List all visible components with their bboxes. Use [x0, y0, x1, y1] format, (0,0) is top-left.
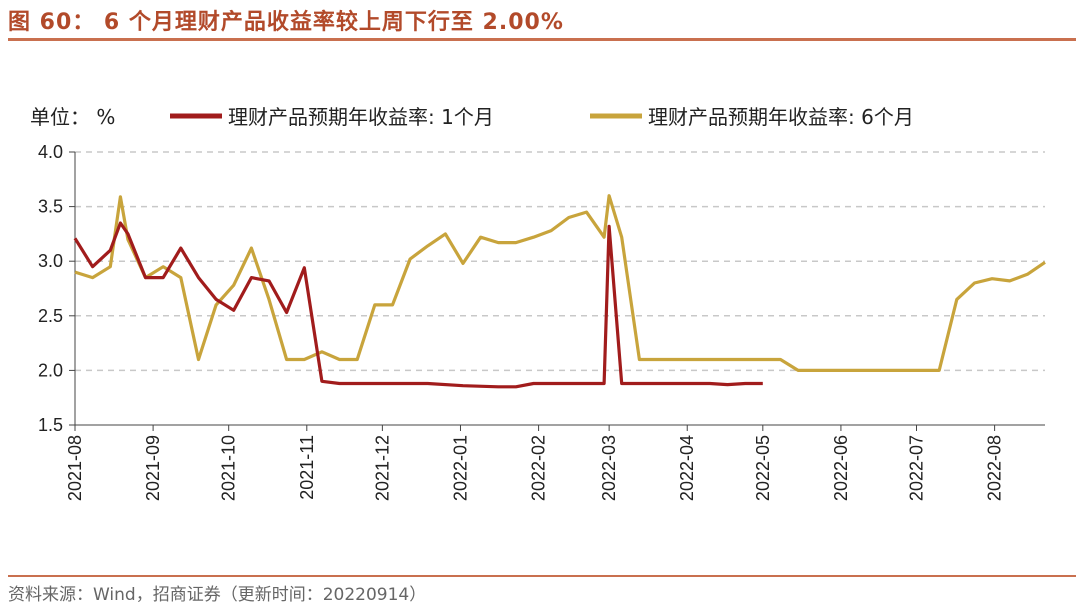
x-tick-label: 2022-08	[985, 435, 1005, 501]
y-tick-label: 2.0	[38, 360, 63, 380]
x-tick-label: 2021-12	[372, 435, 392, 501]
figure-title: 图 60： 6 个月理财产品收益率较上周下行至 2.00%	[8, 10, 564, 35]
legend-label-6m: 理财产品预期年收益率: 6个月	[648, 105, 914, 129]
legend-label-1m: 理财产品预期年收益率: 1个月	[228, 105, 494, 129]
x-tick-labels: 2021-08 2021-09 2021-10 2021-11 2021-12 2022-…	[65, 435, 1005, 501]
x-tick-label: 2022-05	[753, 435, 773, 501]
x-tick-label: 2022-07	[907, 435, 927, 501]
x-tick-label: 2021-08	[65, 435, 85, 501]
x-tick-label: 2022-06	[831, 435, 851, 501]
y-tick-label: 2.5	[38, 306, 63, 326]
y-tick-label: 4.0	[38, 142, 63, 162]
y-tick-label: 3.0	[38, 251, 63, 271]
x-tick-label: 2022-04	[677, 435, 697, 501]
legend: 单位： % 理财产品预期年收益率: 1个月 理财产品预期年收益率: 6个月	[30, 105, 914, 129]
x-tick-label: 2022-01	[450, 435, 470, 501]
grid-lines	[75, 151, 1045, 372]
x-tick-label: 2022-03	[599, 435, 619, 501]
series-line-6m	[74, 194, 1046, 372]
series-lines	[73, 194, 1046, 389]
series-line-1m	[73, 221, 763, 389]
title-divider	[8, 38, 1076, 41]
x-tick-label: 2022-02	[529, 435, 549, 501]
x-tick-label: 2021-09	[143, 435, 163, 501]
y-tick-labels: 1.5 2.0 2.5 3.0 3.5 4.0	[38, 142, 63, 435]
axes	[69, 151, 1045, 431]
line-chart: 1.5 2.0 2.5 3.0 3.5 4.0 2021-08 2021-09 2021-10…	[30, 105, 1046, 501]
source-divider	[8, 575, 1076, 577]
source-note: 资料来源：Wind，招商证券（更新时间：20220914）	[8, 585, 427, 605]
y-tick-label: 1.5	[38, 415, 63, 435]
x-tick-label: 2021-11	[297, 435, 317, 500]
x-tick-label: 2021-10	[219, 435, 239, 501]
unit-label: 单位： %	[30, 105, 115, 129]
y-tick-label: 3.5	[38, 197, 63, 217]
